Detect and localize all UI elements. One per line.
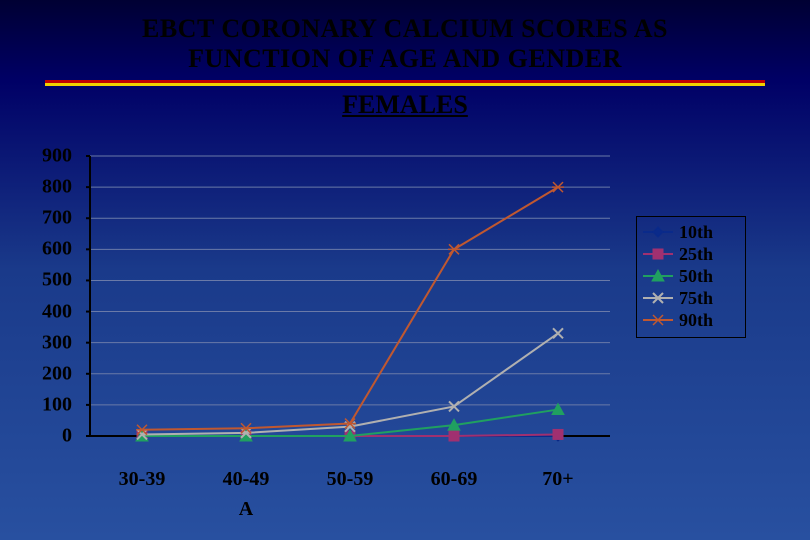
legend-item-10th: 10th — [643, 221, 739, 243]
legend-label: 50th — [679, 266, 713, 287]
legend-label: 90th — [679, 310, 713, 331]
legend-swatch — [643, 247, 673, 261]
legend-swatch — [643, 313, 673, 327]
title-underline — [45, 80, 765, 86]
legend-item-75th: 75th — [643, 287, 739, 309]
x-tick-label: 30-39 — [119, 468, 166, 491]
y-tick-label: 600 — [22, 238, 72, 261]
title-line-1: EBCT CORONARY CALCIUM SCORES AS — [0, 14, 810, 44]
x-tick-label: 40-49 — [223, 468, 270, 491]
title-subtitle: FEMALES — [0, 90, 810, 120]
chart-svg — [80, 150, 620, 460]
y-tick-label: 100 — [22, 393, 72, 416]
x-tick-label: 60-69 — [431, 468, 478, 491]
y-tick-label: 200 — [22, 362, 72, 385]
legend-label: 25th — [679, 244, 713, 265]
y-tick-label: 900 — [22, 145, 72, 168]
legend-swatch — [643, 225, 673, 239]
y-tick-label: 700 — [22, 207, 72, 230]
legend-swatch — [643, 269, 673, 283]
legend-label: 75th — [679, 288, 713, 309]
legend-item-50th: 50th — [643, 265, 739, 287]
series-90th — [136, 182, 564, 435]
legend: 10th25th50th75th90th — [636, 216, 746, 338]
x-tick-label: 50-59 — [327, 468, 374, 491]
title-block: EBCT CORONARY CALCIUM SCORES AS FUNCTION… — [0, 0, 810, 120]
y-tick-label: 300 — [22, 331, 72, 354]
legend-item-25th: 25th — [643, 243, 739, 265]
y-tick-label: 500 — [22, 269, 72, 292]
x-axis-label: A — [239, 498, 253, 521]
title-line-2: FUNCTION OF AGE AND GENDER — [0, 44, 810, 74]
y-tick-label: 800 — [22, 176, 72, 199]
legend-label: 10th — [679, 222, 713, 243]
x-tick-label: 70+ — [542, 468, 573, 491]
chart-area: 010020030040050060070080090030-3940-4950… — [80, 150, 620, 460]
y-tick-label: 0 — [22, 425, 72, 448]
legend-item-90th: 90th — [643, 309, 739, 331]
y-tick-label: 400 — [22, 300, 72, 323]
legend-swatch — [643, 291, 673, 305]
